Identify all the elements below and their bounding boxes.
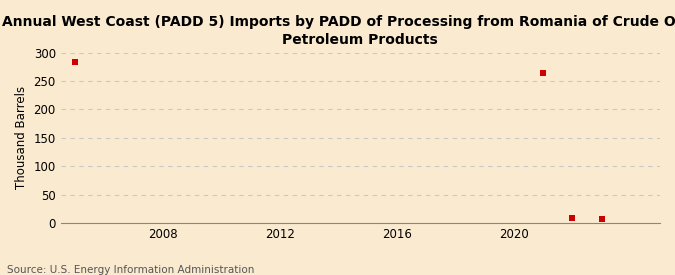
Point	[596, 217, 607, 221]
Point	[567, 216, 578, 221]
Text: Source: U.S. Energy Information Administration: Source: U.S. Energy Information Administ…	[7, 265, 254, 275]
Title: Annual West Coast (PADD 5) Imports by PADD of Processing from Romania of Crude O: Annual West Coast (PADD 5) Imports by PA…	[2, 15, 675, 47]
Y-axis label: Thousand Barrels: Thousand Barrels	[15, 86, 28, 189]
Point	[538, 70, 549, 75]
Point	[70, 60, 81, 65]
